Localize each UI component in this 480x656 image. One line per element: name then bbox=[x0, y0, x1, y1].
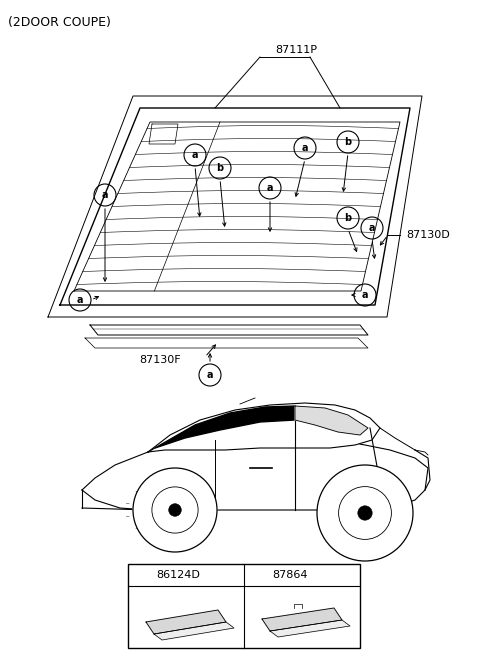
Text: a: a bbox=[369, 223, 375, 233]
Text: a: a bbox=[77, 295, 83, 305]
Text: a: a bbox=[192, 150, 198, 160]
Text: 87130D: 87130D bbox=[406, 230, 450, 240]
Text: a: a bbox=[302, 143, 308, 153]
Polygon shape bbox=[148, 403, 380, 452]
Circle shape bbox=[358, 506, 372, 520]
Polygon shape bbox=[90, 325, 368, 335]
Polygon shape bbox=[270, 620, 350, 637]
Text: a: a bbox=[139, 571, 145, 579]
Text: a: a bbox=[102, 190, 108, 200]
Text: b: b bbox=[255, 571, 261, 579]
Polygon shape bbox=[295, 406, 368, 435]
Bar bbox=[128, 564, 360, 648]
Text: b: b bbox=[216, 163, 224, 173]
Polygon shape bbox=[262, 608, 342, 631]
Polygon shape bbox=[48, 96, 422, 317]
Text: 87130F: 87130F bbox=[139, 355, 181, 365]
Text: a: a bbox=[362, 290, 368, 300]
Circle shape bbox=[133, 468, 217, 552]
Text: 87864: 87864 bbox=[272, 570, 308, 580]
Polygon shape bbox=[146, 610, 226, 634]
Text: 87111P: 87111P bbox=[275, 45, 317, 55]
Text: 86124D: 86124D bbox=[156, 570, 200, 580]
Text: b: b bbox=[345, 137, 351, 147]
Circle shape bbox=[317, 465, 413, 561]
Text: (2DOOR COUPE): (2DOOR COUPE) bbox=[8, 16, 111, 29]
Polygon shape bbox=[155, 406, 295, 448]
Circle shape bbox=[168, 504, 181, 516]
Text: a: a bbox=[207, 370, 213, 380]
Polygon shape bbox=[154, 622, 234, 640]
Polygon shape bbox=[60, 108, 410, 305]
Polygon shape bbox=[85, 338, 368, 348]
Polygon shape bbox=[133, 485, 217, 510]
Text: a: a bbox=[267, 183, 273, 193]
Text: b: b bbox=[345, 213, 351, 223]
Polygon shape bbox=[82, 438, 428, 510]
